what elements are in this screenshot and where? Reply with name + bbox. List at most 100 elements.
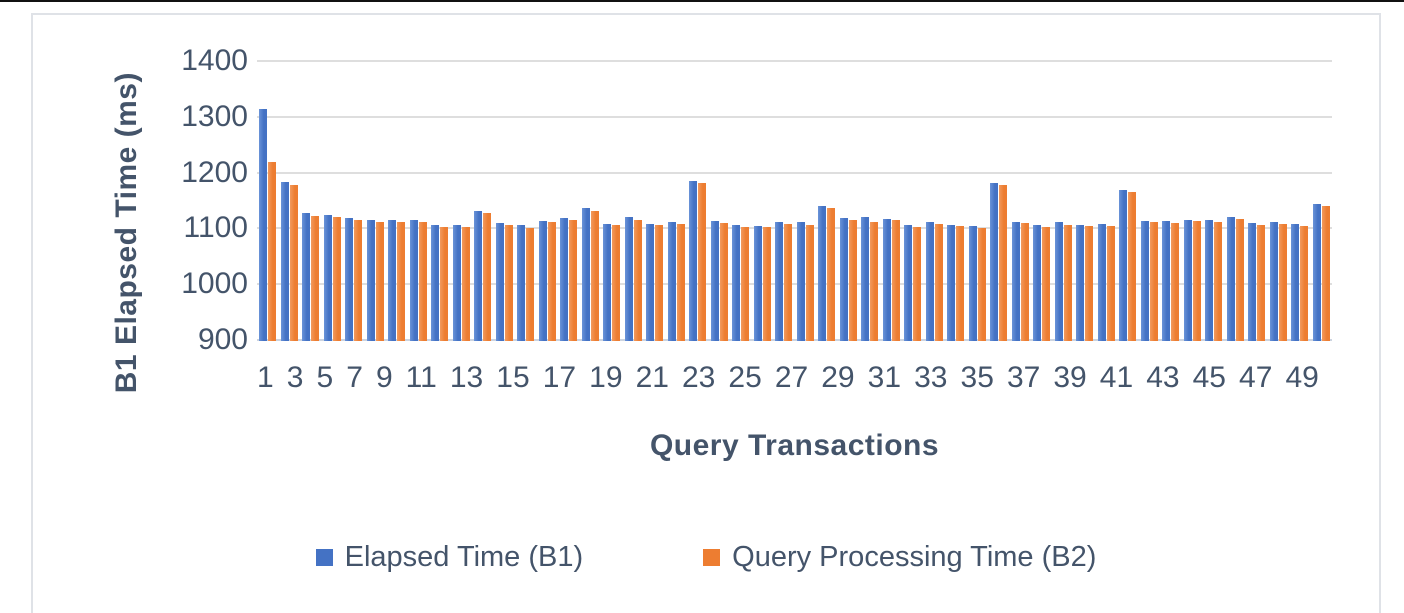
gridline — [257, 116, 1332, 118]
x-tick-cell — [1180, 361, 1193, 395]
x-tick-cell — [715, 361, 728, 395]
bar-group — [1182, 60, 1204, 341]
bar-elapsed-b1 — [818, 206, 827, 341]
legend-swatch-orange-icon — [703, 549, 721, 566]
bar-elapsed-b1 — [839, 218, 848, 341]
bar-elapsed-b1 — [1162, 221, 1171, 341]
x-tick-cell — [333, 361, 346, 395]
bar-query-b2 — [1278, 224, 1287, 341]
bar-group — [279, 60, 301, 341]
bar-query-b2 — [311, 216, 320, 341]
bar-elapsed-b1 — [882, 219, 891, 341]
x-tick-label: 33 — [914, 361, 948, 394]
bar-elapsed-b1 — [1226, 217, 1235, 341]
x-tick-cell — [762, 361, 775, 395]
bar-group — [1203, 60, 1225, 341]
x-tick-cell — [1272, 361, 1285, 395]
x-tick-cell — [274, 361, 287, 395]
x-tick-cell — [363, 361, 376, 395]
bar-elapsed-b1 — [904, 225, 913, 341]
x-tick-cell — [1226, 361, 1239, 395]
bar-query-b2 — [612, 225, 621, 341]
bar-group — [1031, 60, 1053, 341]
bar-query-b2 — [354, 220, 363, 341]
x-tick-label: 1 — [257, 361, 274, 394]
y-tick-label: 1100 — [183, 211, 248, 244]
bar-group — [601, 60, 623, 341]
x-tick-cell: 27 — [775, 361, 808, 395]
bar-elapsed-b1 — [323, 215, 332, 341]
x-tick-cell — [855, 361, 868, 395]
bar-group — [365, 60, 387, 341]
x-tick-cell — [947, 361, 960, 395]
bar-query-b2 — [676, 224, 685, 341]
bar-group — [838, 60, 860, 341]
legend: Elapsed Time (B1) Query Processing Time … — [33, 541, 1379, 574]
bar-query-b2 — [848, 220, 857, 341]
bar-group — [902, 60, 924, 341]
bar-query-b2 — [483, 213, 492, 341]
bar-query-b2 — [805, 225, 814, 341]
legend-swatch-blue-icon — [315, 549, 333, 566]
bar-query-b2 — [1235, 219, 1244, 341]
x-tick-cell — [393, 361, 406, 395]
bar-query-b2 — [504, 225, 513, 341]
bar-query-b2 — [762, 227, 771, 341]
bar-group — [429, 60, 451, 341]
x-tick-cell — [1133, 361, 1146, 395]
bar-group — [859, 60, 881, 341]
x-tick-label: 13 — [449, 361, 484, 394]
bar-query-b2 — [999, 185, 1008, 341]
bar-elapsed-b1 — [259, 109, 268, 341]
x-tick-label: 25 — [728, 361, 762, 394]
bar-group — [257, 60, 279, 341]
bar-query-b2 — [827, 208, 836, 341]
bar-query-b2 — [956, 226, 965, 341]
x-tick-cell: 21 — [636, 361, 669, 395]
bar-query-b2 — [1085, 226, 1094, 341]
bar-group — [1096, 60, 1118, 341]
bar-elapsed-b1 — [732, 225, 741, 341]
bar-query-b2 — [375, 222, 384, 341]
x-tick-cell: 41 — [1100, 361, 1133, 395]
bar-query-b2 — [526, 228, 535, 341]
bar-elapsed-b1 — [947, 225, 956, 341]
bar-group — [408, 60, 430, 341]
bar-elapsed-b1 — [1312, 204, 1321, 341]
x-tick-cell: 43 — [1146, 361, 1179, 395]
bar-group — [300, 60, 322, 341]
x-tick-cell — [1319, 361, 1332, 395]
bar-query-b2 — [1128, 192, 1137, 341]
bar-group — [709, 60, 731, 341]
x-tick-cell: 31 — [868, 361, 901, 395]
y-tick-label: 1400 — [181, 44, 248, 77]
bar-elapsed-b1 — [409, 220, 418, 341]
bar-group — [580, 60, 602, 341]
bar-elapsed-b1 — [990, 183, 999, 341]
x-axis-title: Query Transactions — [649, 429, 940, 462]
bar-query-b2 — [1020, 223, 1029, 341]
bar-group — [1268, 60, 1290, 341]
bar-elapsed-b1 — [1011, 222, 1020, 341]
bar-query-b2 — [332, 217, 341, 341]
legend-label-query-b2: Query Processing Time (B2) — [732, 541, 1097, 573]
bar-query-b2 — [784, 224, 793, 341]
bar-query-b2 — [1214, 222, 1223, 341]
y-tick-label: 1300 — [181, 100, 248, 133]
gridline — [257, 172, 1332, 174]
x-tick-cell — [1087, 361, 1100, 395]
bar-query-b2 — [418, 222, 427, 341]
bar-elapsed-b1 — [646, 224, 655, 341]
bar-query-b2 — [633, 220, 642, 341]
x-tick-cell: 23 — [682, 361, 715, 395]
bar-query-b2 — [977, 228, 986, 341]
x-tick-label: 29 — [821, 361, 855, 394]
bar-elapsed-b1 — [495, 223, 504, 341]
bar-elapsed-b1 — [1054, 222, 1063, 341]
chart-frame: B1 Elapsed Time (ms) 900 1000 1100 1200 1300… — [31, 13, 1381, 613]
y-tick-label: 1200 — [181, 156, 248, 189]
bar-elapsed-b1 — [474, 211, 483, 341]
x-tick-label: 17 — [542, 361, 577, 394]
bar-group — [558, 60, 580, 341]
x-tick-cell: 9 — [376, 361, 393, 395]
